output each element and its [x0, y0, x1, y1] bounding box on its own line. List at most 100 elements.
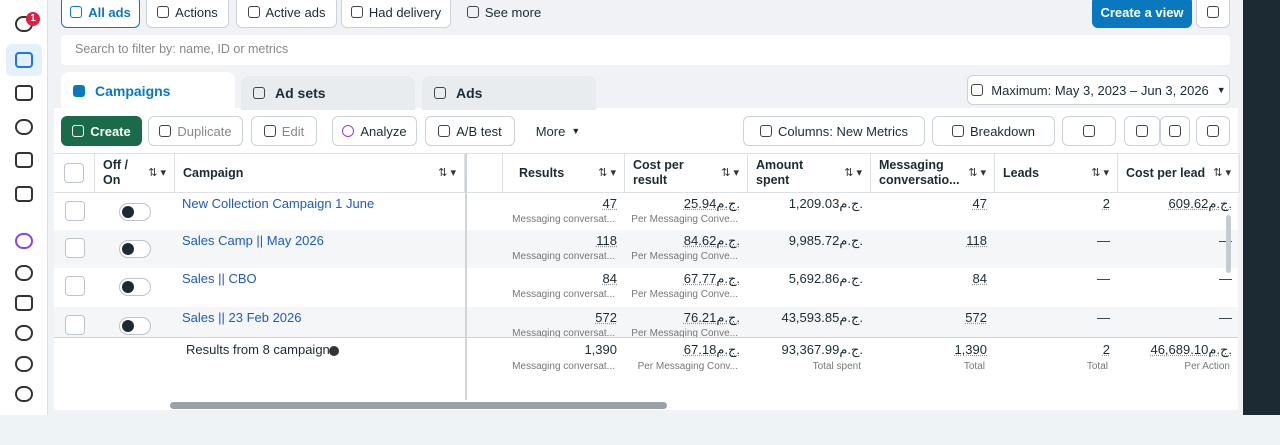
metric-sub: Per Messaging Conve... — [631, 251, 738, 262]
settings-button[interactable] — [1196, 0, 1230, 28]
icon — [466, 6, 479, 18]
v-scrollbar[interactable] — [1226, 215, 1231, 273]
metric: 118 — [596, 233, 617, 248]
row-checkbox[interactable] — [65, 201, 85, 221]
filter-button[interactable]: All ads — [61, 0, 140, 28]
icon — [247, 6, 260, 18]
metric: — — [1219, 271, 1232, 286]
toolbar-button[interactable]: Create — [61, 116, 142, 146]
icon — [1169, 125, 1181, 137]
nav-icon[interactable] — [15, 152, 33, 168]
icon-button[interactable] — [1062, 116, 1116, 146]
sort-icon: ⇅ ▾ — [438, 166, 456, 179]
toggle[interactable] — [119, 203, 151, 221]
date-range[interactable]: Maximum: May 3, 2023 – Jun 3, 2026 ▼ — [967, 75, 1230, 105]
filter-label: Active ads — [265, 4, 326, 20]
filter-button[interactable]: Active ads — [236, 0, 337, 28]
column-header[interactable]: Cost per result ⇅ ▾ — [625, 153, 748, 193]
metric: 47 — [602, 196, 617, 211]
icon-button[interactable] — [1160, 116, 1190, 146]
tab[interactable]: Campaigns — [61, 72, 235, 110]
create-view-button[interactable]: Create a view — [1092, 0, 1192, 28]
nav-icon[interactable] — [15, 295, 33, 311]
metric-sub: Messaging conversat... — [512, 214, 615, 225]
row-checkbox[interactable] — [65, 315, 85, 335]
filter-button[interactable]: Actions — [146, 0, 229, 28]
column-header[interactable]: Results ⇅ ▾ — [503, 153, 625, 193]
header-label: Campaign — [183, 165, 244, 180]
toolbar-label: More — [535, 123, 566, 139]
column-header[interactable]: Messaging conversatio... ⇅ ▾ — [871, 153, 995, 193]
metric: — — [1097, 271, 1110, 286]
footer-metric: 1,390 — [954, 342, 987, 357]
column-header[interactable]: Campaign ⇅ ▾ — [175, 153, 465, 193]
filter-button[interactable]: Had delivery — [341, 0, 451, 28]
toolbar-button[interactable]: A/B test — [425, 116, 515, 146]
metric: 118 — [966, 233, 987, 248]
nav-icon[interactable] — [15, 186, 33, 202]
nav-icon[interactable] — [15, 356, 33, 372]
campaign-name[interactable]: Sales Camp || May 2026 — [182, 233, 324, 248]
toggle[interactable] — [119, 317, 151, 335]
nav-icon[interactable] — [15, 119, 33, 135]
icon — [1136, 125, 1148, 137]
ads-manager-icon[interactable] — [15, 52, 33, 68]
toolbar-button[interactable]: Analyze — [332, 116, 417, 146]
filter-button[interactable]: See more — [458, 0, 550, 28]
icon — [434, 87, 446, 99]
nav-icon[interactable] — [15, 386, 33, 402]
icon-button[interactable] — [1196, 116, 1230, 146]
column-header[interactable]: Cost per lead ⇅ ▾ — [1118, 153, 1240, 193]
toolbar-button[interactable]: Edit — [251, 116, 317, 146]
breakdown-button[interactable]: Breakdown — [932, 116, 1055, 146]
filter-label: Had delivery — [368, 4, 442, 20]
column-header[interactable]: Amount spent ⇅ ▾ — [748, 153, 871, 193]
toolbar-button[interactable]: More ▼ — [522, 116, 594, 146]
metric-sub: Messaging conversat... — [512, 289, 615, 300]
header-cell — [465, 153, 503, 193]
campaign-name[interactable]: New Collection Campaign 1 June — [182, 196, 375, 211]
column-header[interactable]: Off / On ⇅ ▾ — [95, 153, 175, 193]
row-checkbox[interactable] — [65, 276, 85, 296]
search-input[interactable]: Search to filter by: name, ID or metrics — [61, 35, 1230, 65]
columns-button[interactable]: Columns: New Metrics — [743, 116, 925, 146]
metric: — — [1118, 233, 1232, 248]
footer-metric: 1,390 — [584, 342, 617, 357]
metric: 2 — [1102, 196, 1110, 211]
select-all[interactable] — [64, 163, 84, 183]
campaign-name[interactable]: Sales || 23 Feb 2026 — [182, 310, 302, 325]
icon — [253, 87, 265, 99]
row-stripe — [54, 230, 1238, 268]
footer-sub: Total — [1086, 361, 1108, 372]
nav-icon[interactable] — [15, 85, 33, 101]
metric: 47 — [972, 196, 987, 211]
toggle[interactable] — [119, 278, 151, 296]
row-checkbox[interactable] — [65, 238, 85, 258]
toolbar-button[interactable]: Duplicate — [148, 116, 243, 146]
campaign-name[interactable]: Sales || CBO — [182, 271, 257, 286]
toggle[interactable] — [119, 240, 151, 258]
footer-sub: Per Action — [1184, 361, 1230, 372]
scrollbar[interactable] — [170, 402, 667, 409]
metric: 84 — [972, 271, 987, 286]
columns-label: Columns: New Metrics — [777, 123, 909, 139]
footer-metric: 67.18ج.م. — [683, 342, 740, 357]
nav-icon[interactable] — [15, 265, 33, 281]
metric: 43,593.85ج.م. — [781, 310, 863, 325]
sort-icon: ⇅ ▾ — [968, 166, 986, 179]
toolbar-label: Duplicate — [177, 123, 232, 139]
tab[interactable]: Ad sets — [241, 76, 415, 110]
nav-icon[interactable] — [15, 325, 33, 341]
tab[interactable]: Ads — [422, 76, 596, 110]
toolbar-label: Create — [90, 123, 131, 139]
icon — [350, 6, 363, 18]
icon-button[interactable] — [1124, 116, 1160, 146]
column-header[interactable]: Leads ⇅ ▾ — [995, 153, 1118, 193]
tab-label: Campaigns — [95, 83, 171, 99]
tab-label: Ad sets — [275, 85, 326, 101]
footer-metric: 93,367.99ج.م. — [781, 342, 863, 357]
nav-icon[interactable] — [15, 233, 33, 249]
toolbar-label: Analyze — [360, 123, 407, 139]
icon — [72, 125, 85, 137]
